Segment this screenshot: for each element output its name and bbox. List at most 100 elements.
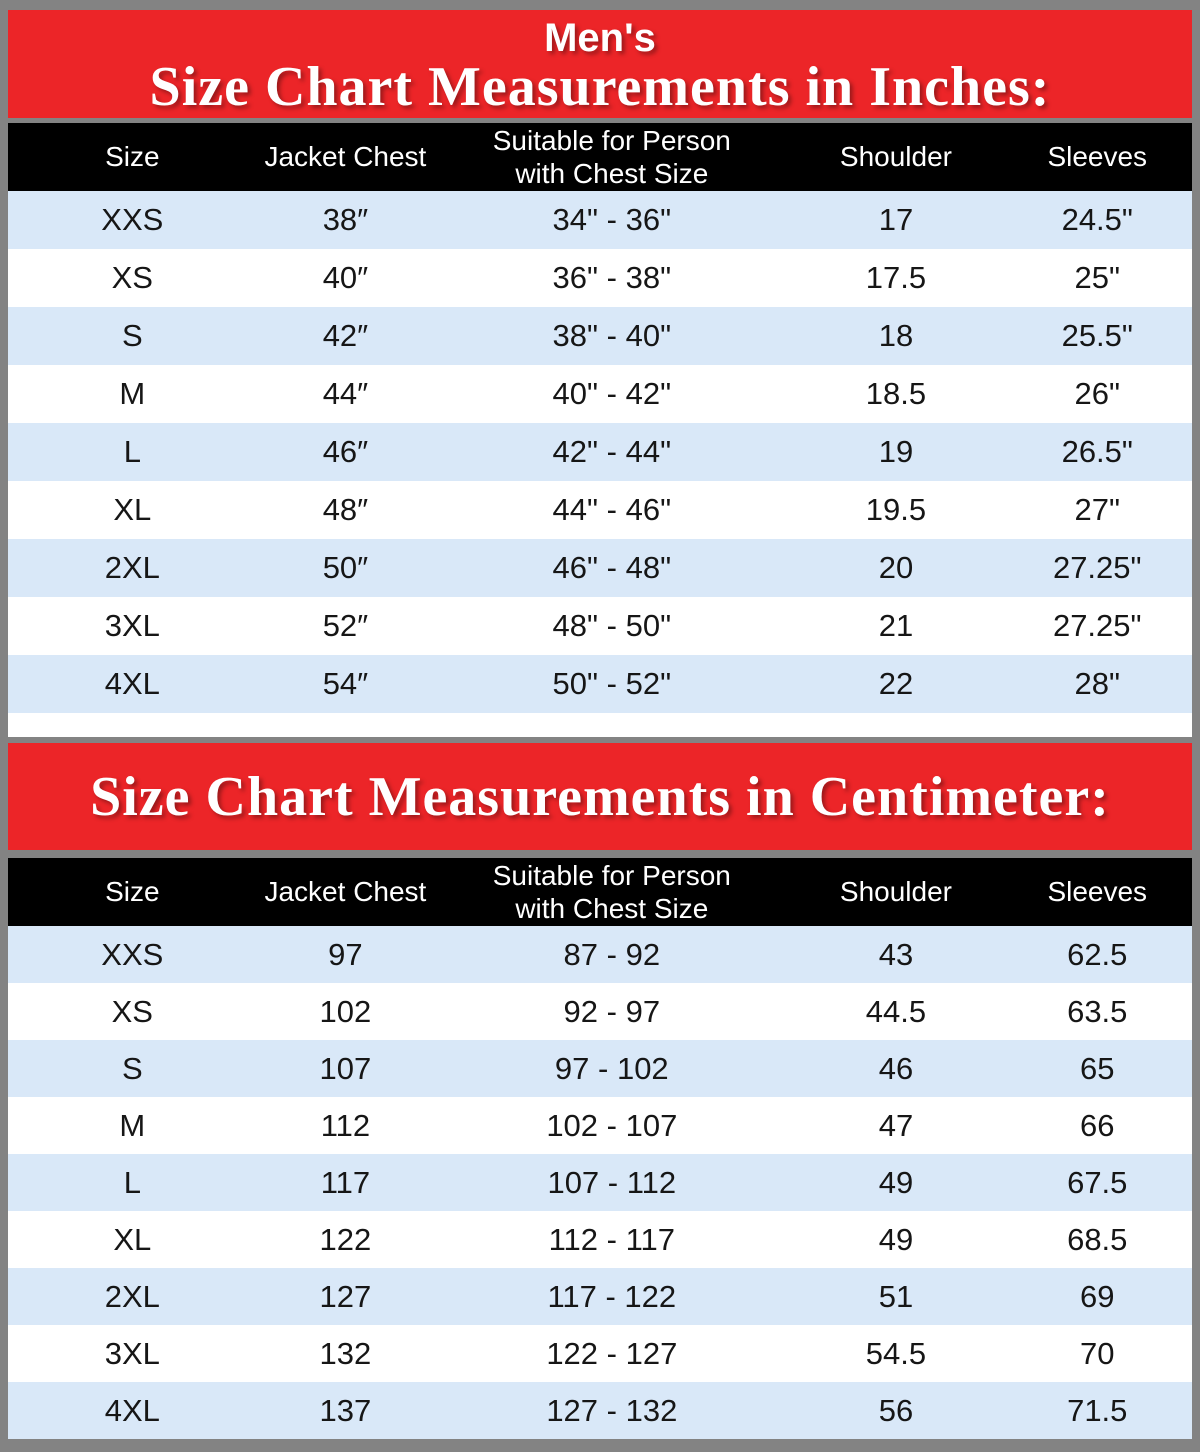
cell-chest-range: 107 - 112	[547, 1164, 677, 1200]
cell-sleeves: 65	[1080, 1050, 1115, 1086]
cell-chest-range: 87 - 92	[563, 936, 661, 972]
table-row: 4XL 54″ 50" - 52" 22 28"	[8, 655, 1192, 713]
col-header-chest-range: Suitable for Person with Chest Size	[434, 123, 790, 191]
cell-shoulder: 43	[878, 936, 914, 972]
cell-sleeves: 66	[1080, 1107, 1115, 1143]
cell-jacket-chest: 54″	[322, 666, 369, 701]
cell-jacket-chest: 48″	[322, 492, 369, 527]
cell-sleeves: 70	[1080, 1335, 1115, 1371]
table-row: M 44″ 40" - 42" 18.5 26"	[8, 365, 1192, 423]
cell-jacket-chest: 137	[319, 1392, 372, 1428]
table-row: XL 48″ 44" - 46" 19.5 27"	[8, 481, 1192, 539]
cell-size: 4XL	[104, 666, 160, 701]
col-header-chest-range: Suitable for Person with Chest Size	[434, 858, 790, 926]
cell-chest-range: 50" - 52"	[552, 666, 672, 701]
cell-shoulder: 49	[878, 1221, 914, 1257]
col-header-sleeves: Sleeves	[1002, 858, 1192, 926]
col-header-shoulder: Shoulder	[789, 858, 1003, 926]
cell-shoulder: 47	[878, 1107, 914, 1143]
cell-jacket-chest: 40″	[322, 260, 369, 295]
table-row: S 42″ 38" - 40" 18 25.5"	[8, 307, 1192, 365]
cell-sleeves: 62.5	[1067, 936, 1128, 972]
cell-chest-range: 40" - 42"	[552, 376, 672, 411]
cell-size: 3XL	[104, 1335, 160, 1371]
cell-jacket-chest: 44″	[322, 376, 369, 411]
cell-jacket-chest: 122	[319, 1221, 372, 1257]
col-header-size: Size	[8, 123, 257, 191]
table-row: 4XL 137 127 - 132 56 71.5	[8, 1382, 1192, 1439]
cell-chest-range: 48" - 50"	[552, 608, 672, 643]
cell-size: 2XL	[104, 1278, 160, 1314]
cell-jacket-chest: 102	[319, 993, 372, 1029]
cell-jacket-chest: 107	[319, 1050, 372, 1086]
cell-jacket-chest: 38″	[322, 202, 369, 237]
cell-size: XS	[111, 993, 153, 1029]
cell-sleeves: 27"	[1074, 492, 1121, 527]
cell-chest-range: 117 - 122	[547, 1278, 677, 1314]
cell-size: XL	[113, 492, 152, 527]
cell-chest-range: 127 - 132	[546, 1392, 678, 1428]
cm-banner: Size Chart Measurements in Centimeter:	[8, 743, 1192, 850]
cell-chest-range: 92 - 97	[563, 993, 661, 1029]
cell-sleeves: 71.5	[1067, 1392, 1128, 1428]
cell-size: XXS	[101, 936, 164, 972]
cell-jacket-chest: 112	[320, 1107, 371, 1143]
table-row: 3XL 132 122 - 127 54.5 70	[8, 1325, 1192, 1382]
cell-shoulder: 18.5	[865, 376, 927, 411]
cell-chest-range: 36" - 38"	[552, 260, 672, 295]
inches-banner-pretitle: Men's	[544, 16, 656, 60]
col-header-jacket-chest: Jacket Chest	[256, 858, 435, 926]
cell-size: M	[119, 376, 146, 411]
cell-sleeves: 27.25"	[1052, 550, 1142, 585]
cell-sleeves: 26.5"	[1061, 434, 1133, 469]
cell-size: S	[121, 318, 143, 353]
cell-size: L	[123, 1164, 141, 1200]
cell-chest-range: 46" - 48"	[552, 550, 672, 585]
table-row: XS 102 92 - 97 44.5 63.5	[8, 983, 1192, 1040]
cell-sleeves: 24.5"	[1061, 202, 1133, 237]
cell-jacket-chest: 42″	[322, 318, 369, 353]
cell-shoulder: 51	[878, 1278, 914, 1314]
cell-shoulder: 54.5	[865, 1335, 927, 1371]
cell-shoulder: 56	[878, 1392, 914, 1428]
cell-shoulder: 19.5	[865, 492, 927, 527]
table-row: 2XL 50″ 46" - 48" 20 27.25"	[8, 539, 1192, 597]
cell-sleeves: 28"	[1074, 666, 1121, 701]
cell-jacket-chest: 50″	[322, 550, 369, 585]
cell-chest-range: 42" - 44"	[552, 434, 672, 469]
cell-jacket-chest: 52″	[322, 608, 369, 643]
cell-jacket-chest: 117	[320, 1164, 371, 1200]
col-header-sleeves: Sleeves	[1002, 123, 1192, 191]
cell-shoulder: 49	[878, 1164, 914, 1200]
cell-size: 2XL	[104, 550, 160, 585]
cell-shoulder: 20	[878, 550, 914, 585]
inches-table-header-row: Size Jacket Chest Suitable for Person wi…	[8, 123, 1192, 191]
cell-size: XS	[111, 260, 153, 295]
cell-shoulder: 22	[878, 666, 914, 701]
cell-shoulder: 46	[878, 1050, 914, 1086]
cell-sleeves: 67.5	[1067, 1164, 1128, 1200]
cell-size: M	[119, 1107, 146, 1143]
col-header-jacket-chest: Jacket Chest	[256, 123, 435, 191]
table-row: XL 122 112 - 117 49 68.5	[8, 1211, 1192, 1268]
cm-table-header-row: Size Jacket Chest Suitable for Person wi…	[8, 858, 1192, 926]
cell-shoulder: 17	[878, 202, 914, 237]
cell-shoulder: 19	[878, 434, 914, 469]
cell-chest-range: 102 - 107	[546, 1107, 678, 1143]
cell-sleeves: 63.5	[1067, 993, 1128, 1029]
cell-jacket-chest: 97	[328, 936, 363, 972]
inches-banner-title: Size Chart Measurements in Inches:	[149, 56, 1051, 118]
cm-size-table: Size Jacket Chest Suitable for Person wi…	[8, 858, 1192, 1439]
cell-chest-range: 122 - 127	[546, 1335, 678, 1371]
cm-banner-title: Size Chart Measurements in Centimeter:	[90, 765, 1110, 828]
cell-size: 4XL	[104, 1392, 160, 1428]
inches-banner: Men's Size Chart Measurements in Inches:	[8, 10, 1192, 118]
cell-shoulder: 18	[878, 318, 914, 353]
cell-sleeves: 26"	[1074, 376, 1121, 411]
table-row: M 112 102 - 107 47 66	[8, 1097, 1192, 1154]
col-header-size: Size	[8, 858, 257, 926]
table-row: XS 40″ 36" - 38" 17.5 25"	[8, 249, 1192, 307]
cell-sleeves: 69	[1080, 1278, 1115, 1314]
table-footer-strip	[8, 713, 1192, 737]
cell-jacket-chest: 46″	[322, 434, 369, 469]
